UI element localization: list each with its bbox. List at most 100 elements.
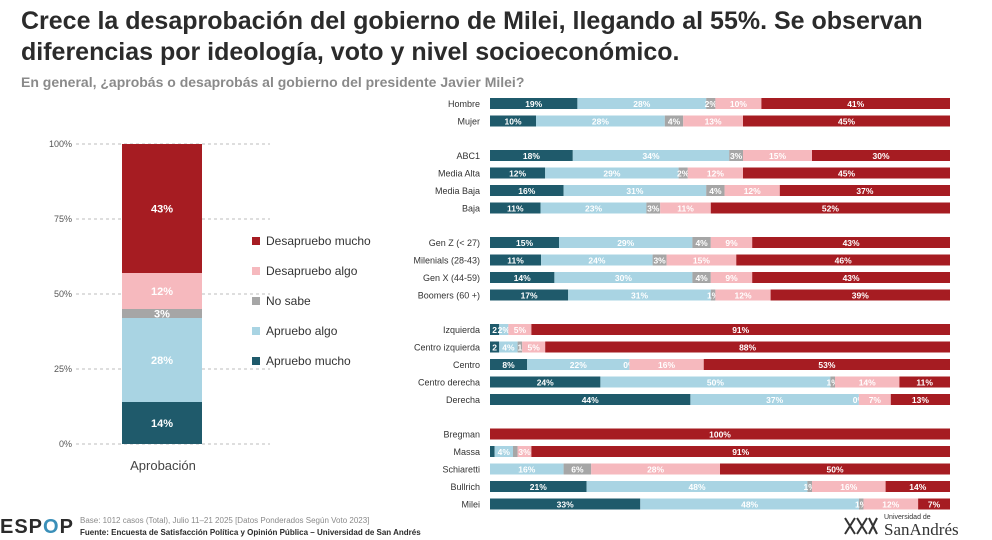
row-label: Gen Z (< 27) (429, 238, 480, 248)
row-label: Baja (462, 204, 480, 214)
bar-segment (122, 273, 202, 309)
data-label: 16% (518, 465, 535, 475)
bar-segment (715, 98, 762, 109)
bar-segment (652, 254, 667, 266)
row-label: Milei (461, 500, 480, 510)
data-label: 53% (818, 360, 835, 370)
data-label: 3% (730, 151, 743, 161)
breakdown-chart: Hombre 19% 28% 2% 10% 41%Mujer 10% 28% 4% 13% 45%A… (413, 98, 950, 510)
data-label: 4% (502, 343, 515, 353)
bar-segment (591, 463, 720, 475)
data-label: 9% (725, 273, 738, 283)
bar-segment (899, 376, 950, 388)
row-label: Bregman (443, 430, 480, 440)
data-label: 2 (492, 325, 497, 335)
data-label: 43% (151, 204, 173, 216)
data-label: 29% (617, 238, 634, 248)
data-label: 4% (695, 273, 708, 283)
legend-swatch (252, 237, 260, 245)
bar-segment (752, 272, 950, 283)
bar-segment (554, 272, 693, 283)
bar-segment (490, 167, 546, 179)
data-label: 3% (647, 204, 660, 214)
bar-segment (724, 185, 780, 196)
row-label: Media Baja (435, 186, 480, 196)
legend-swatch (252, 327, 260, 335)
data-label: 5% (528, 343, 541, 353)
legend-item-apruebo-mucho: Apruebo mucho (252, 346, 371, 376)
bar-segment (710, 202, 950, 214)
legend-swatch (252, 357, 260, 365)
bar-segment (743, 150, 812, 161)
data-label: 1% (827, 378, 840, 388)
data-label: 91% (732, 325, 749, 335)
y-tick-label: 75% (54, 214, 72, 224)
data-label: 17% (521, 291, 538, 301)
bar-segment (640, 498, 859, 510)
data-label: 4% (695, 238, 708, 248)
legend-item-apruebo-algo: Apruebo algo (252, 316, 371, 346)
bar-segment (770, 289, 950, 301)
data-label: 11% (507, 256, 524, 266)
row-label: Centro derecha (418, 378, 480, 388)
bar-segment (499, 341, 518, 353)
legend-swatch (252, 297, 260, 305)
data-label: 28% (633, 99, 650, 109)
data-label: 16% (658, 360, 675, 370)
bar-segment (586, 481, 808, 492)
bar-segment (508, 324, 532, 335)
bar-segment (522, 341, 546, 353)
data-label: 14% (514, 273, 531, 283)
data-label: 50% (826, 465, 843, 475)
row-label: Centro izquierda (414, 343, 480, 353)
data-label: 16% (840, 482, 857, 492)
bar-segment (540, 202, 647, 214)
bar-segment (666, 254, 737, 266)
data-label: 16% (518, 186, 535, 196)
bar-segment (490, 428, 950, 440)
data-label: 43% (843, 273, 860, 283)
bar-segment (710, 237, 753, 248)
data-label: 8% (502, 360, 515, 370)
bar-segment (743, 167, 950, 179)
row-label: Derecha (446, 395, 480, 405)
data-label: 19% (525, 99, 542, 109)
data-label: 31% (626, 186, 643, 196)
data-label: 2% (705, 99, 718, 109)
legend-label: Desapruebo mucho (266, 234, 371, 248)
data-label: 2% (498, 325, 511, 335)
bar-segment (545, 167, 679, 179)
data-label: 7% (869, 395, 882, 405)
data-label: 7% (928, 500, 941, 510)
data-label: 30% (615, 273, 632, 283)
bar-segment (646, 202, 661, 214)
logo-part: ESP (0, 516, 44, 538)
bar-segment (703, 359, 950, 370)
y-tick-label: 25% (54, 364, 72, 374)
logo-part: O (43, 516, 60, 538)
data-label: 5% (514, 325, 527, 335)
row-label: Media Alta (438, 169, 480, 179)
legend-label: No sabe (266, 294, 311, 308)
bar-segment (559, 237, 693, 248)
data-label: 31% (631, 291, 648, 301)
bar-segment (600, 376, 831, 388)
bar-segment (572, 150, 730, 161)
data-label: 11% (507, 204, 524, 214)
data-label: 22% (570, 360, 587, 370)
bar-segment (490, 359, 528, 370)
data-label: 1 (518, 343, 523, 353)
bar-segment (692, 272, 711, 283)
bar-segment (918, 498, 950, 510)
data-label: 1% (707, 291, 720, 301)
bar-segment (812, 150, 950, 161)
data-label: 46% (835, 256, 852, 266)
bar-segment (752, 237, 950, 248)
data-label: 12% (882, 500, 899, 510)
bar-segment (517, 446, 532, 457)
bar-segment (490, 376, 601, 388)
bar-segment (490, 289, 569, 301)
bar-segment (568, 289, 711, 301)
data-label: 3% (653, 256, 666, 266)
bar-segment (545, 341, 950, 353)
